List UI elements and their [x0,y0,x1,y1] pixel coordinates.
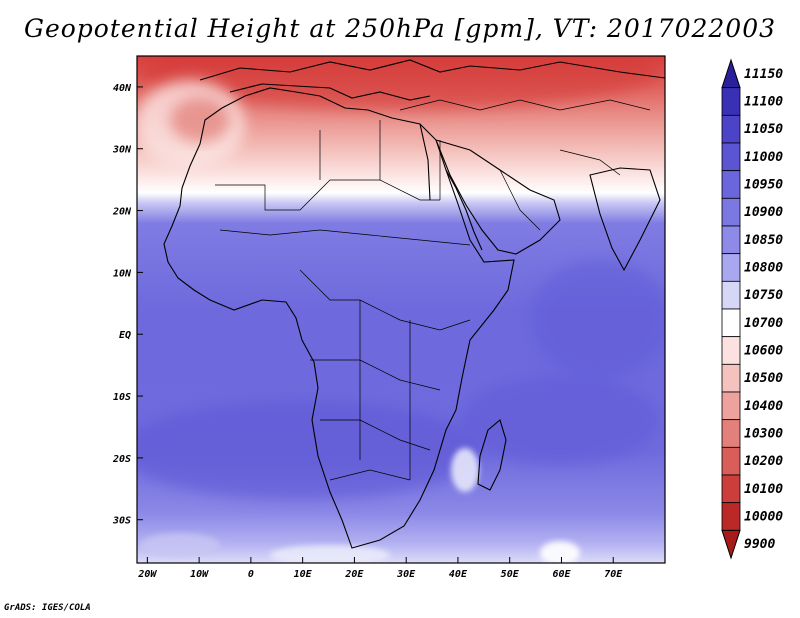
lat-tick-label: 20N [112,207,132,218]
height-field [137,56,665,563]
colorbar-swatch [721,253,741,282]
border-line [499,149,621,231]
colorbar-level-label: 10400 [744,399,783,414]
colorbar-swatch [721,446,741,476]
country-borders [215,99,651,481]
colorbar-swatch [721,419,741,448]
lat-tick-label: 30N [112,145,132,156]
lon-tick-label: 0 [248,569,254,580]
colorbar: 11150 11100 11050 11000 10950 10900 10850 10800… [721,58,783,560]
colorbar-level-label: 11100 [744,95,783,110]
madagascar-coast [477,419,507,491]
colorbar-level-label: 10950 [744,178,783,193]
border-line [319,120,441,200]
colorbar-level-label: 10750 [744,288,783,303]
longitude-ticks: 20W 10W 0 10E 20E 30E 40E 50E 60E 70E [137,557,623,580]
colorbar-level-label: 11150 [744,67,783,82]
border-line [310,359,441,391]
colorbar-level-label: 10500 [744,371,783,386]
colorbar-level-label: 11050 [744,122,783,137]
nile [419,123,431,201]
lat-tick-label: 10N [113,268,132,279]
africa-coast [163,87,515,549]
lat-tick-label: 20S [112,454,131,465]
colorbar-swatch [721,280,741,310]
colorbar-level-label: 10600 [744,344,783,359]
india-coast [589,167,661,272]
colorbar-level-label: 10100 [744,482,783,497]
colorbar-swatch [721,114,741,144]
grads-credit: GrADS: IGES/COLA [4,603,91,613]
lon-tick-label: 10E [294,569,313,580]
lon-tick-label: 40E [449,569,468,580]
border-line [329,469,411,481]
europe-coast [199,59,665,81]
chart-title: Geopotential Height at 250hPa [gpm], VT:… [23,14,777,43]
plot-frame [136,55,666,564]
colorbar-swatch [721,391,741,421]
colorbar-swatch [721,529,741,560]
colorbar-swatch [721,502,741,531]
colorbar-swatch [721,308,741,338]
lon-tick-label: 60E [552,569,571,580]
lon-tick-label: 20W [137,569,157,580]
colorbar-level-label: 10800 [744,261,783,276]
colorbar-level-label: 10900 [744,205,783,220]
lat-tick-label: 40N [113,83,132,94]
border-line [219,229,471,246]
latitude-ticks: 40N 30N 20N 10N EQ 10S 20S 30S [112,83,143,527]
colorbar-level-label: 10300 [744,427,783,442]
lon-tick-label: 30E [396,569,416,580]
lon-tick-label: 50E [501,569,520,580]
lon-tick-label: 20E [344,569,364,580]
border-line [299,269,471,331]
border-line [215,179,440,211]
lat-tick-label: EQ [119,330,131,341]
lon-tick-label: 70E [604,569,623,580]
border-line [399,99,651,111]
colorbar-level-label: 10000 [744,510,783,525]
colorbar-level-label: 10850 [744,233,783,248]
colorbar-swatch [721,363,741,393]
colorbar-swatch [721,58,741,89]
colorbar-swatch [721,142,741,172]
border-line [359,300,411,480]
colorbar-swatch [721,336,741,365]
colorbar-level-label: 9900 [744,537,775,552]
colorbar-level-label: 10200 [744,454,783,469]
colorbar-swatch [721,225,741,255]
colorbar-swatch [721,170,741,199]
colorbar-swatch [721,474,741,504]
colorbar-level-label: 11000 [744,150,783,165]
colorbar-level-label: 10700 [744,316,783,331]
mediterranean-coast [229,83,431,101]
lat-tick-label: 30S [112,516,131,527]
border-line [320,419,431,451]
colorbar-swatch [721,197,741,227]
lat-tick-label: 10S [113,392,131,403]
coastlines [163,59,665,549]
lon-tick-label: 10W [190,569,209,580]
red-sea [445,169,483,251]
colorbar-swatch [721,87,741,116]
